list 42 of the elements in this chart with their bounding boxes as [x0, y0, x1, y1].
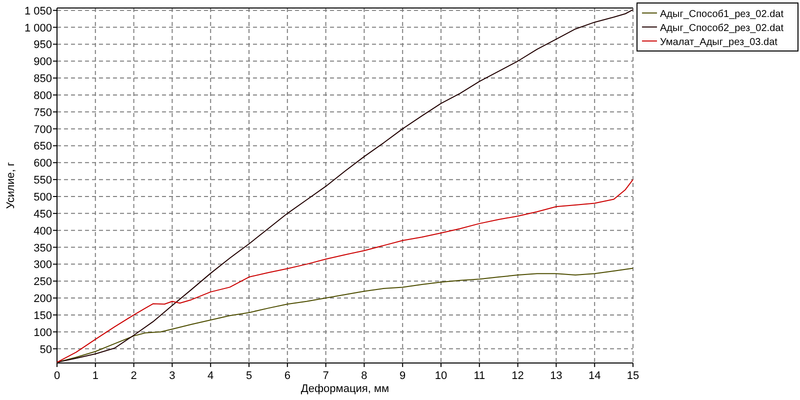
- y-tick-label: 950: [34, 39, 52, 52]
- y-tick-label: 300: [34, 259, 52, 272]
- x-tick-label: 15: [626, 370, 640, 382]
- x-axis-title: Деформация, мм: [300, 383, 390, 395]
- x-tick-label: 6: [284, 370, 290, 382]
- y-tick-label: 200: [34, 293, 52, 306]
- x-tick-label: 13: [550, 370, 562, 382]
- x-tick-label: 3: [169, 370, 176, 382]
- y-tick-label: 350: [34, 242, 52, 254]
- x-tick-label: 0: [54, 370, 60, 382]
- y-tick-label: 450: [34, 208, 52, 220]
- x-tick-label: 8: [361, 370, 368, 382]
- legend-label: Адыг_Способ1_рез_02.dat: [660, 9, 784, 20]
- y-tick-label: 400: [34, 225, 52, 238]
- y-tick-label: 850: [34, 73, 52, 86]
- y-tick-label: 1 000: [24, 22, 52, 34]
- x-tick-label: 14: [588, 370, 601, 382]
- y-tick-label: 50: [40, 344, 52, 356]
- x-tick-label: 12: [512, 370, 524, 382]
- y-tick-label: 1 050: [24, 5, 52, 18]
- y-tick-label: 650: [34, 140, 52, 153]
- legend-label: Адыг_Способ2_рез_02.dat: [660, 23, 784, 34]
- x-tick-label: 7: [322, 370, 329, 382]
- y-axis-title: Усилие, г: [5, 162, 17, 209]
- y-tick-label: 800: [34, 90, 52, 102]
- x-tick-label: 2: [130, 370, 137, 382]
- y-tick-label: 750: [34, 106, 52, 119]
- y-tick-label: 100: [34, 326, 52, 339]
- x-tick-label: 9: [400, 370, 406, 382]
- x-tick-label: 11: [474, 370, 486, 382]
- y-tick-label: 600: [34, 158, 52, 170]
- x-tick-label: 5: [246, 370, 252, 382]
- y-tick-label: 550: [34, 174, 52, 187]
- x-tick-label: 10: [434, 370, 448, 382]
- y-tick-label: 150: [34, 310, 52, 322]
- y-tick-label: 900: [34, 56, 52, 68]
- x-tick-label: 1: [92, 370, 98, 382]
- y-tick-label: 700: [34, 124, 52, 136]
- y-tick-label: 500: [34, 192, 52, 204]
- legend-label: Умалат_Адыг_рез_03.dat: [660, 37, 778, 48]
- y-tick-label: 250: [34, 276, 52, 288]
- x-tick-label: 4: [208, 370, 214, 382]
